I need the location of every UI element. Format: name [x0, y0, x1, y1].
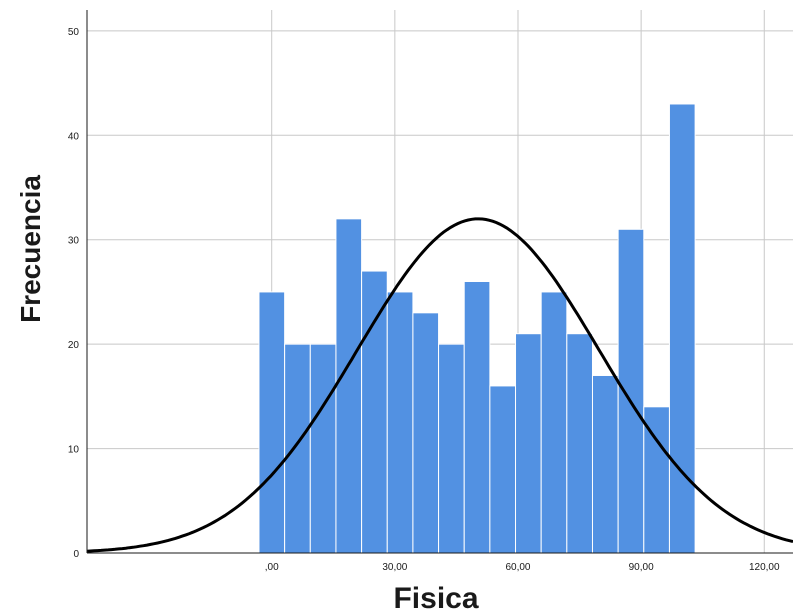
y-tick-label: 20: [68, 340, 80, 351]
x-tick-label: 120,00: [749, 562, 780, 573]
histogram-bars: [258, 103, 696, 554]
y-tick-label: 40: [68, 131, 80, 142]
y-tick-label: 50: [68, 27, 80, 38]
histogram-bar: [591, 374, 619, 554]
x-axis-title: Fisica: [393, 582, 478, 615]
histogram-bar: [412, 312, 440, 554]
histogram-bar: [617, 228, 645, 554]
histogram-bar: [566, 333, 593, 554]
histogram-bar: [463, 281, 491, 554]
x-tick-label: 90,00: [629, 562, 654, 573]
x-tick-label: 30,00: [382, 562, 407, 573]
y-tick-label: 30: [68, 236, 80, 247]
histogram-bar: [515, 333, 542, 554]
histogram-bar: [258, 291, 286, 554]
histogram-bar: [284, 343, 311, 554]
histogram-bar: [386, 291, 414, 554]
axes: [86, 10, 793, 554]
tick-labels: 0 10 20 30 40 50 ,00 30,00 60,00 90,00 120,00: [68, 27, 780, 573]
histogram-bar: [361, 270, 388, 554]
y-tick-label: 0: [73, 549, 79, 560]
histogram-bar: [309, 343, 337, 554]
y-axis-title: Frecuencia: [15, 175, 46, 323]
y-tick-label: 10: [68, 445, 80, 456]
histogram-bar: [540, 291, 568, 554]
x-tick-label: 60,00: [505, 562, 530, 573]
histogram-bar: [489, 385, 517, 554]
histogram-bar: [438, 343, 465, 554]
histogram-bar: [668, 103, 696, 554]
x-tick-label: ,00: [265, 562, 279, 573]
normal-curve: [86, 217, 793, 553]
histogram-bar: [335, 218, 363, 554]
normal-curve-layer: [86, 217, 793, 553]
